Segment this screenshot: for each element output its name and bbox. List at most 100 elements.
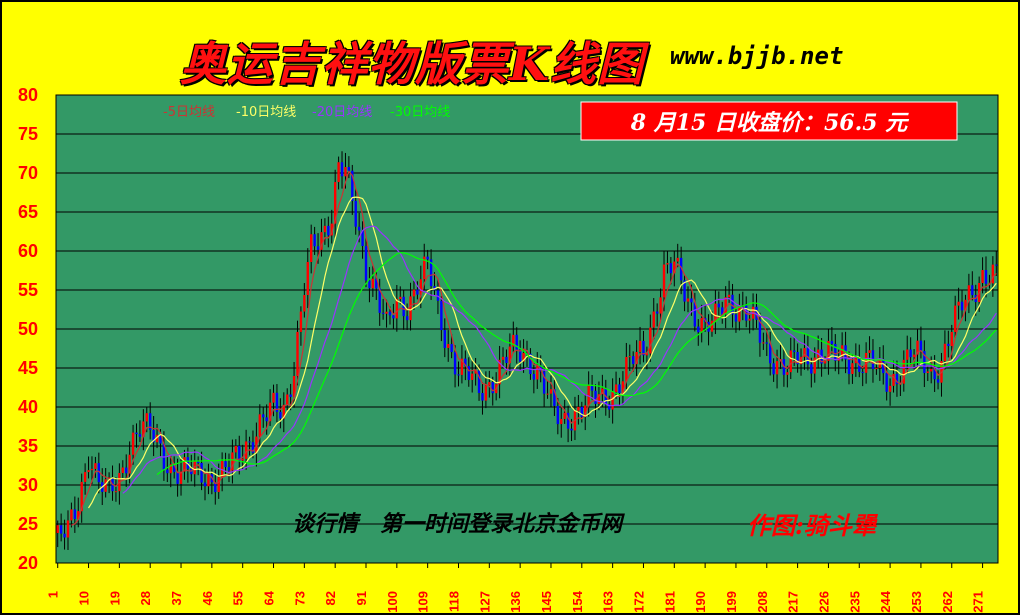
candle-body [577, 406, 580, 411]
candle-body [272, 392, 275, 403]
x-tick-label: 172 [631, 591, 646, 613]
candle-body [94, 463, 97, 469]
x-tick-label: 19 [107, 591, 122, 605]
candle-body [888, 385, 892, 392]
x-axis-ticks: 1 10 19 28 37 46 55 64 73 82 91 100 109 118 127 136 145 1… [46, 563, 986, 613]
candle-body [433, 286, 436, 291]
candle-body [375, 278, 378, 289]
candle-body [207, 474, 210, 487]
candle-body [142, 421, 145, 437]
candle-body [580, 406, 584, 417]
candle-body [351, 170, 354, 201]
candle-body [265, 417, 268, 422]
candle-body [912, 354, 916, 358]
candle-body [936, 379, 940, 383]
candle-body [460, 358, 464, 375]
candle-body [378, 288, 381, 313]
x-tick-label: 37 [169, 591, 184, 605]
candle-body [971, 285, 974, 296]
candle-body [546, 393, 549, 395]
candle-body [409, 296, 412, 321]
y-tick-label: 70 [18, 163, 38, 183]
candle-body [919, 340, 923, 352]
candle-body [827, 340, 830, 361]
candle-body [234, 445, 238, 453]
candle-body [423, 256, 426, 280]
ma20-line [122, 225, 997, 494]
candle-body [834, 343, 837, 361]
x-tick-label: 262 [940, 591, 955, 613]
candle-body [621, 381, 625, 393]
candle-body [135, 432, 138, 435]
candle-body [642, 340, 645, 356]
candle-body [337, 162, 340, 183]
candle-body [710, 320, 714, 332]
candle-body [799, 356, 803, 365]
candle-body [138, 434, 142, 437]
x-tick-label: 226 [816, 591, 831, 613]
candle-body [930, 368, 933, 372]
candle-body [984, 270, 988, 284]
candle-body [964, 299, 967, 311]
footer-caption: 谈行情 第一时间登录北京金币网 [292, 511, 625, 537]
candle-body [392, 315, 395, 319]
candle-body [104, 479, 107, 492]
candle-body [292, 376, 296, 397]
candle-body [172, 464, 176, 473]
x-tick-label: 271 [971, 591, 986, 613]
candle-body [762, 342, 765, 344]
y-axis-ticks: 20 25 30 35 40 45 50 55 60 65 70 75 80 [18, 85, 38, 573]
candle-body [361, 230, 364, 247]
x-tick-label: 64 [262, 590, 277, 605]
candle-body [693, 302, 697, 327]
x-tick-label: 163 [601, 591, 616, 613]
candle-body [731, 294, 734, 315]
candle-body [734, 314, 738, 322]
candle-body [515, 334, 518, 350]
candle-body [560, 418, 563, 425]
candle-body [405, 316, 409, 321]
x-tick-label: 100 [385, 591, 400, 613]
candle-body [943, 343, 947, 361]
x-tick-label: 28 [138, 591, 153, 605]
candle-body [470, 373, 474, 380]
candle-body [255, 436, 258, 453]
x-tick-label: 73 [292, 591, 307, 605]
candle-body [995, 264, 998, 266]
candle-body [957, 301, 960, 306]
candle-body [724, 297, 727, 315]
candle-body [364, 246, 368, 281]
candle-body [203, 482, 207, 487]
candle-body [508, 346, 512, 363]
candle-body [926, 371, 929, 373]
chart-title: 奥运吉祥物版票K线图 [180, 37, 644, 91]
candle-body [416, 289, 419, 295]
candle-body [806, 348, 810, 365]
candle-body [344, 166, 347, 177]
candle-body [584, 405, 587, 417]
candle-body [861, 371, 864, 373]
candle-body [484, 385, 488, 401]
candle-body [676, 257, 679, 262]
candle-body [625, 356, 628, 382]
candle-body [303, 295, 306, 312]
price-box [580, 101, 958, 141]
y-tick-label: 80 [18, 85, 38, 105]
candle-body [769, 343, 772, 364]
author-credit: 作图:骑斗犟 [747, 511, 879, 540]
candle-body [529, 353, 532, 375]
candle-body [628, 356, 631, 358]
candle-body [916, 340, 919, 355]
candle-body [775, 361, 779, 375]
candle-body [80, 481, 83, 512]
x-tick-label: 208 [755, 591, 770, 613]
candle-body [505, 356, 508, 363]
candle-body [289, 394, 292, 397]
candle-body [813, 357, 816, 374]
candle-body [892, 373, 895, 386]
candle-body [611, 391, 614, 410]
y-tick-label: 20 [18, 553, 38, 573]
candle-body [895, 373, 899, 385]
legend-ma5: -5日均线 [163, 105, 215, 120]
candle-body [121, 467, 124, 473]
